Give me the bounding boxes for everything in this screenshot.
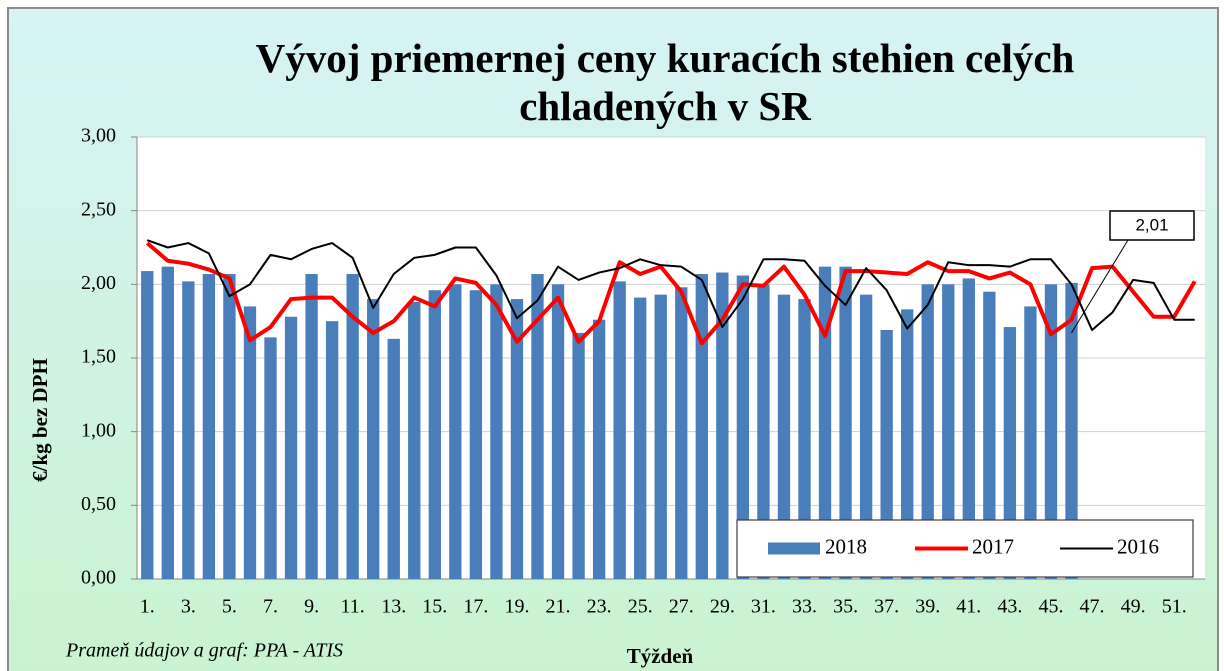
y-tick-label: 1,00	[81, 419, 116, 441]
bar	[901, 309, 914, 579]
legend-label: 2018	[825, 534, 867, 558]
bar	[859, 294, 873, 579]
bar	[490, 284, 503, 579]
bar	[880, 330, 893, 579]
bar	[818, 266, 832, 579]
chart-title: Vývoj priemernej ceny kuracích stehien c…	[255, 35, 1075, 129]
bar	[243, 306, 257, 579]
bar	[1024, 306, 1037, 579]
bar	[1065, 282, 1078, 579]
bar	[592, 319, 606, 579]
x-tick-label: 21.	[546, 596, 571, 618]
y-tick-label: 3,00	[81, 125, 116, 147]
x-tick-label: 15.	[422, 596, 447, 618]
line-series	[146, 239, 1195, 332]
x-tick-label: 45.	[1038, 596, 1063, 618]
bar	[182, 281, 195, 579]
legend-swatch	[768, 542, 820, 555]
x-tick-label: 25.	[628, 596, 653, 618]
bar	[531, 274, 544, 579]
x-tick-label: 41.	[956, 596, 981, 618]
y-tick-label: 0,00	[81, 567, 116, 589]
bar	[284, 316, 298, 579]
x-tick-label: 7.	[263, 596, 278, 618]
bar	[161, 266, 174, 579]
y-axis-label: €/kg bez DPH	[28, 358, 52, 482]
bar	[572, 332, 585, 579]
x-tick-label: 51.	[1162, 596, 1187, 618]
bar	[798, 299, 811, 579]
legend-label: 2016	[1117, 534, 1159, 558]
bar	[428, 290, 441, 579]
bar	[387, 338, 400, 579]
bar	[223, 274, 236, 579]
x-tick-label: 5.	[222, 596, 237, 618]
x-tick-label: 37.	[874, 596, 899, 618]
x-tick-label: 1.	[140, 596, 155, 618]
bar	[983, 291, 996, 579]
x-tick-label: 9.	[304, 596, 319, 618]
bar	[449, 284, 462, 579]
bar	[634, 297, 647, 579]
legend-label: 2017	[972, 534, 1014, 558]
callout-label: 2,01	[1135, 215, 1168, 234]
x-tick-label: 11.	[341, 596, 365, 618]
bar	[325, 321, 339, 579]
bar	[551, 284, 565, 579]
x-tick-label: 29.	[710, 596, 735, 618]
bar	[510, 299, 524, 579]
bar	[469, 290, 483, 579]
y-tick-label: 2,00	[81, 272, 116, 294]
y-tick-label: 1,50	[81, 346, 116, 368]
bar	[141, 271, 154, 579]
x-tick-label: 17.	[463, 596, 488, 618]
x-tick-label: 31.	[751, 596, 776, 618]
bar	[736, 275, 750, 579]
bar	[613, 281, 626, 579]
bar	[757, 284, 770, 579]
bar	[305, 274, 318, 579]
x-tick-label: 13.	[381, 596, 406, 618]
x-axis-label: Týždeň	[627, 644, 694, 668]
bar	[367, 299, 380, 579]
bar	[264, 337, 277, 579]
bar	[1003, 327, 1017, 579]
x-tick-label: 19.	[504, 596, 529, 618]
bar	[202, 274, 216, 579]
y-tick-label: 0,50	[81, 493, 116, 515]
line-series	[145, 241, 1197, 346]
bar	[777, 294, 791, 579]
x-tick-label: 49.	[1121, 596, 1146, 618]
bar	[346, 274, 359, 579]
x-tick-label: 47.	[1080, 596, 1105, 618]
x-tick-label: 23.	[587, 596, 612, 618]
x-tick-label: 43.	[997, 596, 1022, 618]
x-tick-label: 27.	[669, 596, 694, 618]
bar	[695, 274, 708, 579]
bar	[921, 284, 934, 579]
bar	[716, 272, 729, 579]
bar	[675, 287, 688, 579]
bar	[962, 278, 975, 579]
x-tick-label: 39.	[915, 596, 940, 618]
bar	[408, 302, 421, 579]
bar	[654, 294, 667, 579]
x-tick-label: 3.	[181, 596, 196, 618]
y-tick-label: 2,50	[81, 198, 116, 220]
x-tick-label: 33.	[792, 596, 817, 618]
callout-leader	[1071, 239, 1129, 334]
bar	[839, 266, 852, 579]
x-tick-label: 35.	[833, 596, 858, 618]
source-note: Prameň údajov a graf: PPA - ATIS	[65, 640, 343, 662]
bar	[942, 284, 955, 579]
callout-box	[1109, 210, 1195, 241]
bar	[1044, 284, 1058, 579]
